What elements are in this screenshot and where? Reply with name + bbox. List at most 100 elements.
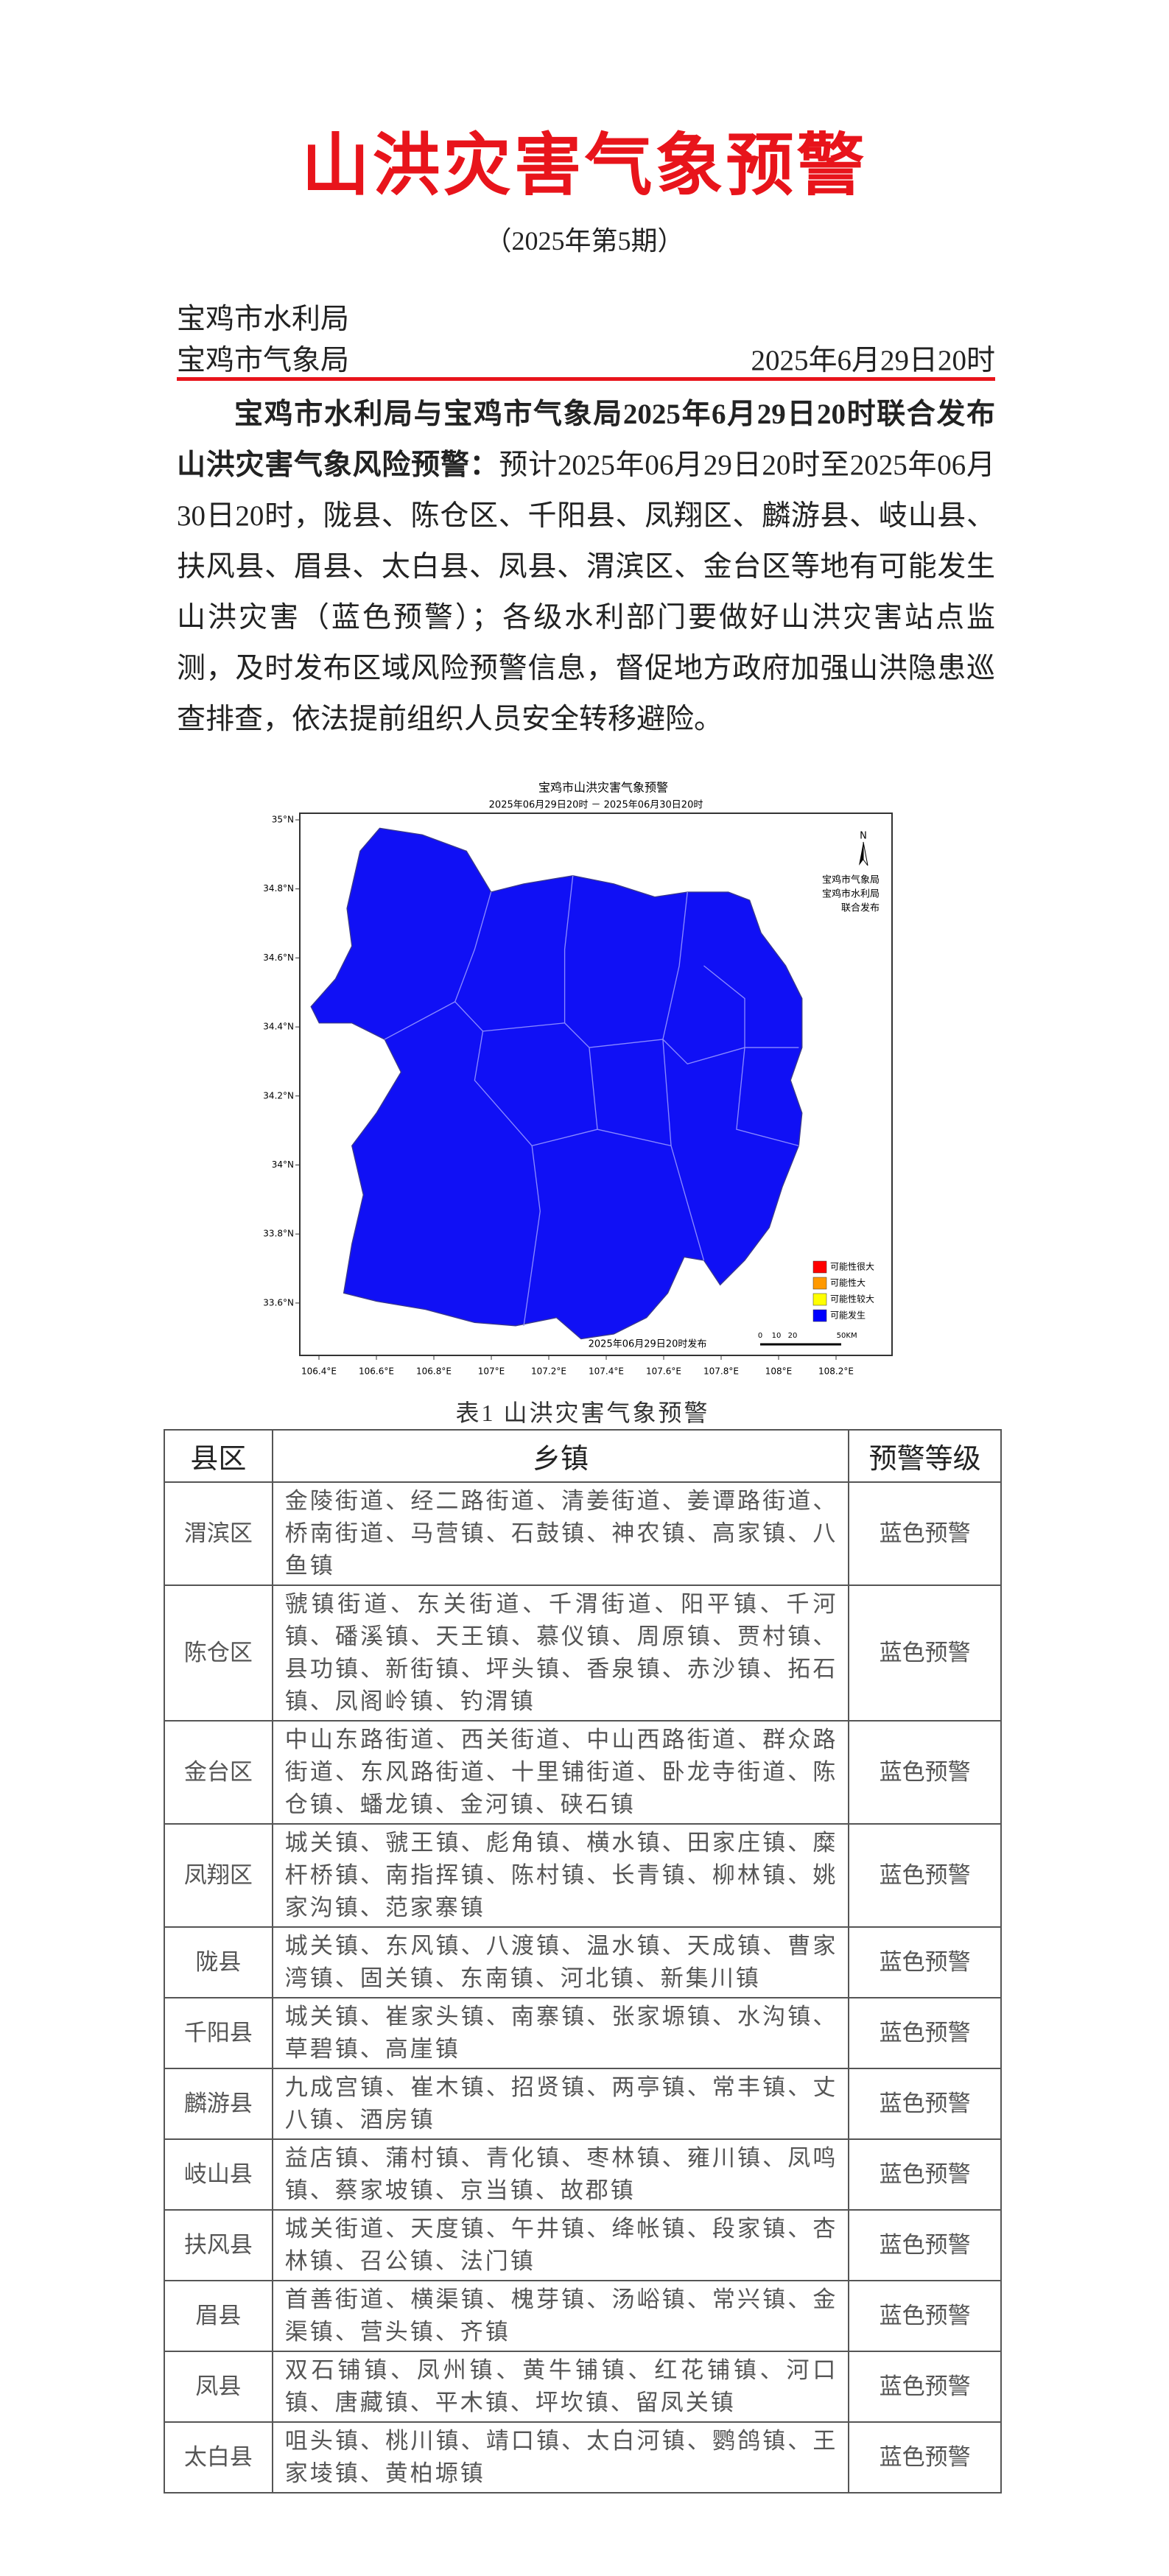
column-header: 县区 <box>164 1429 273 1483</box>
lon-label: 107.8°E <box>703 1366 739 1377</box>
towns: 九成宫镇、崔木镇、招贤镇、两亭镇、常丰镇、丈八镇、酒房镇 <box>271 2068 850 2140</box>
boundaries <box>384 875 799 1326</box>
scale-label: 0 <box>758 1332 762 1340</box>
column-header: 预警等级 <box>848 1429 1002 1483</box>
warning-table: 县区 乡镇 预警等级 渭滨区 金陵街道、经二路街道、清姜街道、姜谭路街道、桥南街道、马… <box>164 1429 1002 2493</box>
divider <box>177 377 995 381</box>
legend-label: 可能性大 <box>830 1278 866 1288</box>
district: 渭滨区 <box>164 1481 273 1586</box>
north-label: N <box>860 831 867 842</box>
lat-label: 35°N <box>272 815 294 825</box>
lon-label: 106.4°E <box>301 1366 337 1377</box>
date: 2025年6月29日20时 <box>751 345 995 376</box>
lat-label: 34.4°N <box>263 1022 294 1032</box>
issue: （2025年第5期） <box>485 226 684 256</box>
publisher: 联合发布 <box>841 902 880 914</box>
table-row: 千阳县 城关镇、崔家头镇、南寨镇、张家塬镇、水沟镇、草碧镇、高崖镇 蓝色预警 <box>164 1997 1002 2069</box>
warning-level: 蓝色预警 <box>848 2280 1002 2352</box>
region-shape <box>310 827 803 1340</box>
lon-label: 106.8°E <box>416 1366 452 1377</box>
towns: 城关街道、天度镇、午井镇、绛帐镇、段家镇、杏林镇、召公镇、法门镇 <box>271 2209 850 2281</box>
table-row: 太白县 咀头镇、桃川镇、靖口镇、太白河镇、鹦鸽镇、王家堎镇、黄柏塬镇 蓝色预警 <box>164 2421 1002 2493</box>
district: 扶风县 <box>164 2209 273 2281</box>
legend-swatch <box>812 1277 827 1290</box>
legend-swatch <box>812 1293 827 1306</box>
lon-label: 107.4°E <box>589 1366 624 1377</box>
lon-label: 106.6°E <box>359 1366 394 1377</box>
table-row: 陇县 城关镇、东风镇、八渡镇、温水镇、天成镇、曹家湾镇、固关镇、东南镇、河北镇、新… <box>164 1926 1002 1998</box>
towns: 咀头镇、桃川镇、靖口镇、太白河镇、鹦鸽镇、王家堎镇、黄柏塬镇 <box>271 2421 850 2493</box>
lon-label: 108°E <box>765 1366 793 1377</box>
table-row: 金台区 中山东路街道、西关街道、中山西路街道、群众路街道、东风路街道、十里铺街道、… <box>164 1720 1002 1825</box>
towns: 中山东路街道、西关街道、中山西路街道、群众路街道、东风路街道、十里铺街道、卧龙寺… <box>271 1720 850 1825</box>
lat-label: 33.8°N <box>263 1229 294 1239</box>
legend-label: 可能性很大 <box>830 1262 874 1272</box>
district: 陇县 <box>164 1926 273 1998</box>
legend-label: 可能发生 <box>830 1310 866 1321</box>
legend-swatch <box>812 1260 827 1274</box>
towns: 城关镇、崔家头镇、南寨镇、张家塬镇、水沟镇、草碧镇、高崖镇 <box>271 1997 850 2069</box>
lat-label: 34.6°N <box>263 952 294 963</box>
legend-swatch <box>812 1309 827 1322</box>
scale-label: 50 <box>837 1332 846 1340</box>
warning-level: 蓝色预警 <box>848 1926 1002 1998</box>
lead: 宝鸡市水利局与宝鸡市气象局2025年6月29日20时联合发布山洪灾害气象风险预警… <box>177 399 995 481</box>
header-row: 县区 乡镇 预警等级 <box>164 1429 1002 1483</box>
towns: 首善街道、横渠镇、槐芽镇、汤峪镇、常兴镇、金渠镇、营头镇、齐镇 <box>271 2280 850 2352</box>
lon-label: 107.2°E <box>531 1366 566 1377</box>
warning-level: 蓝色预警 <box>848 2138 1002 2211</box>
table-row: 扶风县 城关街道、天度镇、午井镇、绛帐镇、段家镇、杏林镇、召公镇、法门镇 蓝色预警 <box>164 2209 1002 2281</box>
lon-label: 107°E <box>478 1366 505 1377</box>
warning-level: 蓝色预警 <box>848 1584 1002 1722</box>
body: 预计2025年06月29日20时至2025年06月30日20时，陇县、陈仓区、千… <box>177 449 995 735</box>
district: 陈仓区 <box>164 1584 273 1722</box>
lon-label: 107.6°E <box>646 1366 681 1377</box>
map-footer: 2025年06月29日20时发布 <box>589 1338 707 1350</box>
lon-label: 108.2°E <box>818 1366 854 1377</box>
north-arrow <box>859 841 868 866</box>
warning-level: 蓝色预警 <box>848 2421 1002 2493</box>
legend-label: 可能性较大 <box>830 1294 874 1305</box>
lat-label: 34.8°N <box>263 883 294 894</box>
warning-level: 蓝色预警 <box>848 2068 1002 2140</box>
table-row: 渭滨区 金陵街道、经二路街道、清姜街道、姜谭路街道、桥南街道、马营镇、石鼓镇、神农… <box>164 1481 1002 1586</box>
table-row: 眉县 首善街道、横渠镇、槐芽镇、汤峪镇、常兴镇、金渠镇、营头镇、齐镇 蓝色预警 <box>164 2280 1002 2352</box>
region <box>310 827 803 1340</box>
publisher: 宝鸡市气象局 <box>822 874 880 886</box>
district: 千阳县 <box>164 1997 273 2069</box>
publisher: 宝鸡市水利局 <box>822 888 880 900</box>
title: 山洪灾害气象预警 <box>301 126 868 205</box>
warning-level: 蓝色预警 <box>848 2209 1002 2281</box>
table-row: 凤县 双石铺镇、凤州镇、黄牛铺镇、红花铺镇、河口镇、唐藏镇、平木镇、坪坎镇、留凤关… <box>164 2351 1002 2423</box>
lat-label: 33.6°N <box>263 1297 294 1308</box>
towns: 虢镇街道、东关街道、千渭街道、阳平镇、千河镇、磻溪镇、天王镇、慕仪镇、周原镇、贾… <box>271 1584 850 1722</box>
towns: 益店镇、蒲村镇、青化镇、枣林镇、雍川镇、凤鸣镇、蔡家坡镇、京当镇、故郡镇 <box>271 2138 850 2211</box>
towns: 城关镇、东风镇、八渡镇、温水镇、天成镇、曹家湾镇、固关镇、东南镇、河北镇、新集川… <box>271 1926 850 1998</box>
column-header: 乡镇 <box>271 1429 850 1483</box>
table-row: 陈仓区 虢镇街道、东关街道、千渭街道、阳平镇、千河镇、磻溪镇、天王镇、慕仪镇、周原… <box>164 1584 1002 1722</box>
org: 宝鸡市气象局 <box>177 345 350 376</box>
warning-level: 蓝色预警 <box>848 1997 1002 2069</box>
lat-label: 34°N <box>272 1159 294 1170</box>
scale-label: 20 <box>788 1332 798 1340</box>
warning-level: 蓝色预警 <box>848 1720 1002 1825</box>
district: 麟游县 <box>164 2068 273 2140</box>
table-caption: 表1 山洪灾害气象预警 <box>455 1400 710 1426</box>
warning-level: 蓝色预警 <box>848 1823 1002 1928</box>
district: 凤县 <box>164 2351 273 2423</box>
towns: 城关镇、虢王镇、彪角镇、横水镇、田家庄镇、糜杆桥镇、南指挥镇、陈村镇、长青镇、柳… <box>271 1823 850 1928</box>
map-subtitle: 2025年06月29日20时 － 2025年06月30日20时 <box>489 800 703 811</box>
map-title: 宝鸡市山洪灾害气象预警 <box>538 781 668 795</box>
district: 岐山县 <box>164 2138 273 2211</box>
district: 眉县 <box>164 2280 273 2352</box>
lat-label: 34.2°N <box>263 1090 294 1101</box>
towns: 双石铺镇、凤州镇、黄牛铺镇、红花铺镇、河口镇、唐藏镇、平木镇、坪坎镇、留凤关镇 <box>271 2351 850 2423</box>
org: 宝鸡市水利局 <box>177 303 350 335</box>
table-row: 凤翔区 城关镇、虢王镇、彪角镇、横水镇、田家庄镇、糜杆桥镇、南指挥镇、陈村镇、长青… <box>164 1823 1002 1928</box>
district: 凤翔区 <box>164 1823 273 1928</box>
scale-unit: KM <box>846 1332 857 1340</box>
table-row: 岐山县 益店镇、蒲村镇、青化镇、枣林镇、雍川镇、凤鸣镇、蔡家坡镇、京当镇、故郡镇蓝… <box>164 2138 1002 2211</box>
warning-level: 蓝色预警 <box>848 1481 1002 1586</box>
paragraph: 宝鸡市水利局与宝鸡市气象局2025年6月29日20时联合发布山洪灾害气象风险预警… <box>177 389 995 745</box>
